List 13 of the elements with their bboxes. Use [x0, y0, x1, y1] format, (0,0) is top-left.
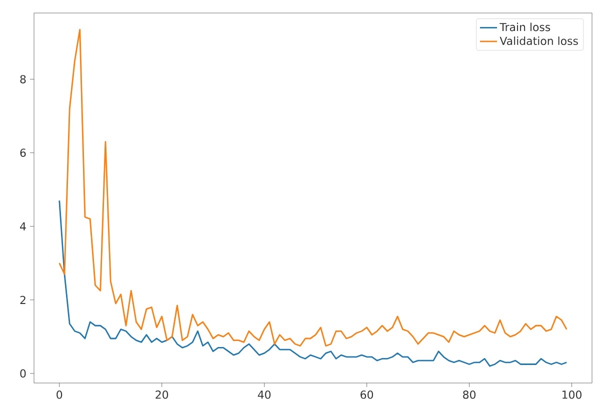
x-tick-label: 40: [258, 390, 271, 399]
legend-label: Train loss: [500, 22, 550, 32]
x-tick-label: 100: [562, 390, 582, 399]
x-tick-label: 0: [56, 390, 62, 399]
y-tick-label: 0: [20, 369, 26, 378]
y-tick-label: 2: [20, 296, 26, 304]
y-tick-label: 8: [20, 75, 26, 84]
y-tick-label: 4: [20, 222, 26, 230]
x-tick-label: 80: [463, 390, 476, 399]
x-tick-label: 60: [360, 390, 374, 399]
legend-label: Validation loss: [500, 36, 578, 46]
y-tick-label: 6: [20, 148, 26, 157]
x-tick-label: 20: [156, 390, 168, 399]
